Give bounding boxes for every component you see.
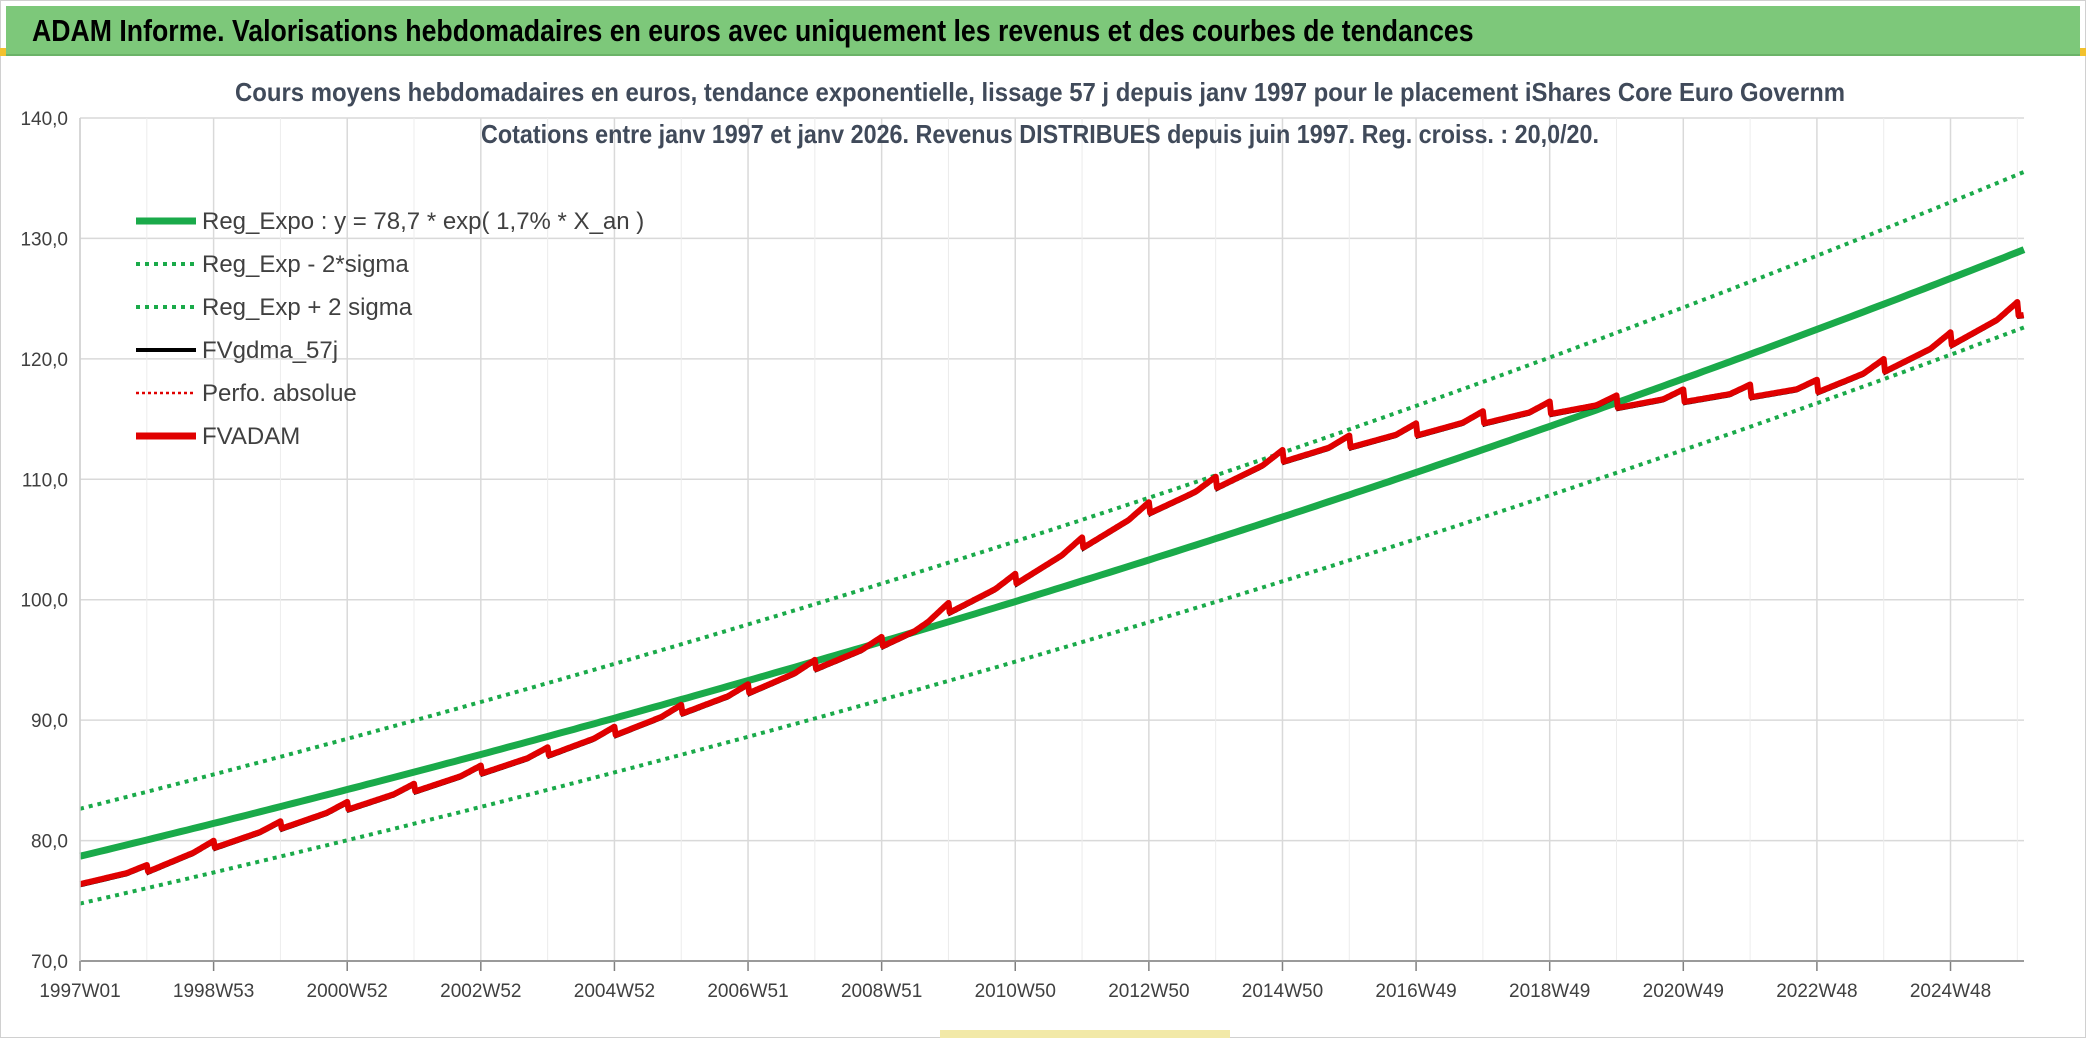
legend-label: Reg_Exp + 2 sigma	[202, 294, 413, 321]
report-title: ADAM Informe. Valorisations hebdomadaire…	[32, 13, 1474, 48]
series-perfo-absolue	[79, 300, 2024, 885]
y-tick-label: 90,0	[31, 711, 68, 732]
x-tick-label: 2022W48	[1776, 981, 1857, 1002]
x-tick-label: 2010W50	[975, 981, 1056, 1002]
legend-label: Reg_Expo : y = 78,7 * exp( 1,7% * X_an )	[202, 208, 644, 235]
legend-label: FVgdma_57j	[202, 337, 338, 364]
x-tick-label: 2002W52	[440, 981, 521, 1002]
x-tick-label: 2012W50	[1108, 981, 1189, 1002]
chart-title-line2: Cotations entre janv 1997 et janv 2026. …	[481, 119, 1599, 149]
x-tick-label: 2006W51	[707, 981, 788, 1002]
grid	[79, 117, 2024, 962]
series-reg-plus-2sigma	[79, 170, 2025, 811]
axes: 70,0 80,0 90,0 100,0 110,0 120,0 130,0 140,0 199…	[20, 109, 2024, 1002]
x-tick-label: 1998W53	[173, 981, 254, 1002]
chart: 70,0 80,0 90,0 100,0 110,0 120,0 130,0 140,0 199…	[20, 77, 2026, 1002]
chart-title-line1: Cours moyens hebdomadaires en euros, ten…	[235, 77, 1845, 107]
series-layer	[78, 170, 2026, 906]
x-tick-label: 2024W48	[1910, 981, 1991, 1002]
x-tick-label: 2014W50	[1242, 981, 1323, 1002]
y-tick-label: 80,0	[31, 832, 68, 853]
y-tick-label: 100,0	[20, 591, 68, 612]
report-banner: ADAM Informe. Valorisations hebdomadaire…	[6, 6, 2080, 56]
x-tick-label: 2004W52	[574, 981, 655, 1002]
x-tick-label: 2016W49	[1375, 981, 1456, 1002]
y-tick-label: 130,0	[20, 229, 68, 250]
x-tick-label: 2008W51	[841, 981, 922, 1002]
legend-label: Reg_Exp - 2*sigma	[202, 251, 409, 278]
x-tick-label: 1997W01	[39, 981, 120, 1002]
y-tick-label: 140,0	[20, 109, 68, 130]
x-tick-label: 2020W49	[1643, 981, 1724, 1002]
legend-label: Perfo. absolue	[202, 380, 357, 407]
y-tick-label: 110,0	[22, 470, 68, 491]
legend: Reg_Expo : y = 78,7 * exp( 1,7% * X_an )…	[136, 208, 644, 450]
series-reg-minus-2sigma	[79, 325, 2025, 906]
x-tick-label: 2000W52	[307, 981, 388, 1002]
y-tick-label: 70,0	[31, 952, 68, 973]
x-tick-label: 2018W49	[1509, 981, 1590, 1002]
y-tick-label: 120,0	[20, 350, 68, 371]
legend-label: FVADAM	[202, 423, 300, 450]
bottom-accent	[940, 1030, 1230, 1038]
series-reg-expo	[79, 246, 2026, 860]
